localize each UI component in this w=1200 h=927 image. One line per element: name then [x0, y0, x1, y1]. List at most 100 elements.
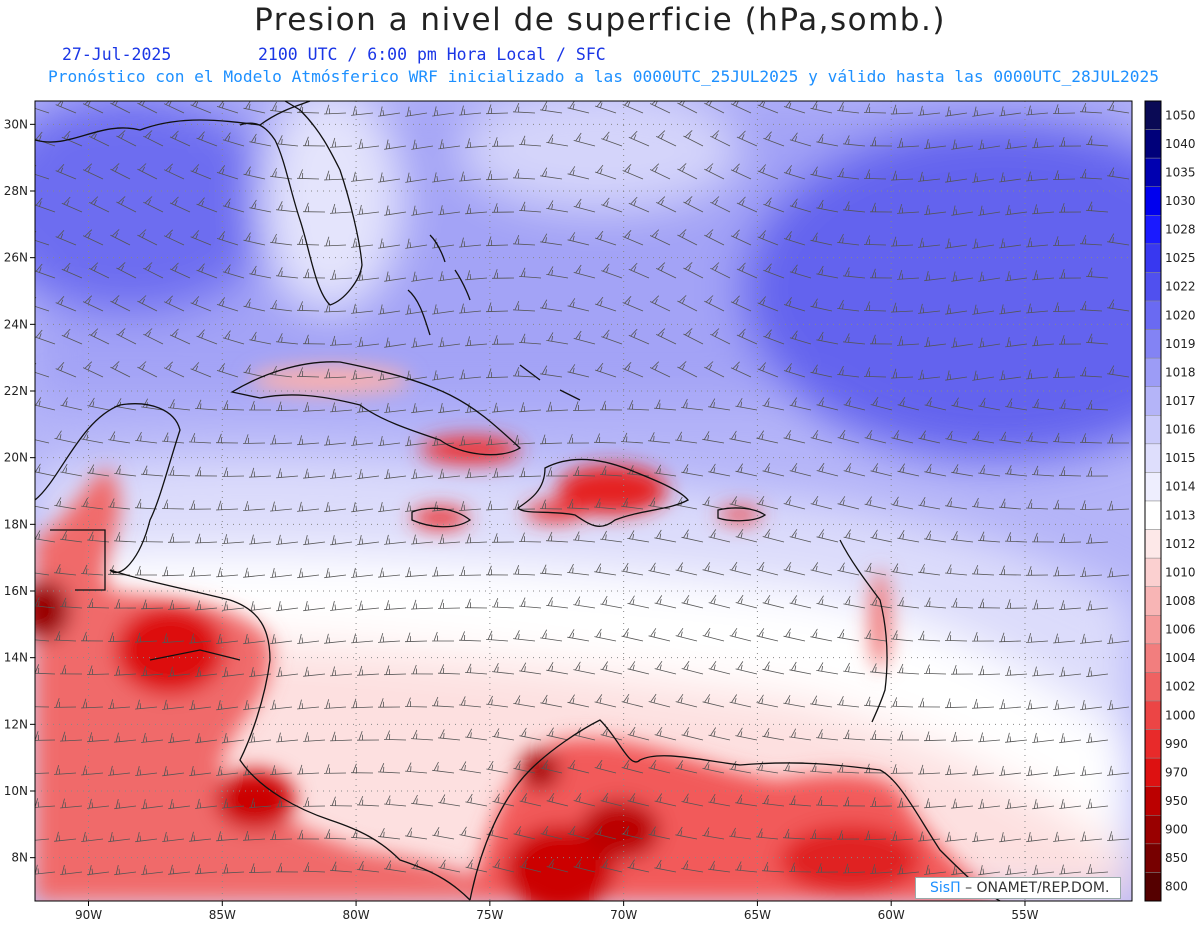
colorbar-label: 1016	[1165, 423, 1196, 437]
lon-tick-label: 80W	[343, 908, 370, 922]
map-title: Presion a nivel de superficie (hPa,somb.…	[254, 2, 946, 38]
coast-honduras-interior	[50, 529, 241, 661]
lon-tick-label: 65W	[744, 908, 771, 922]
lat-tick-label: 18N	[4, 517, 28, 531]
forecast-info: Pronóstico con el Modelo Atmósferico WRF…	[48, 67, 1160, 86]
coast-south-america	[469, 719, 1001, 901]
colorbar: 1050 1040 1035 1030 1028 1025 1022 1020 1019 1018…	[1144, 100, 1196, 902]
colorbar-swatch	[1144, 729, 1162, 759]
credit-box: SisΠ – ONAMET/REP.DOM.	[915, 877, 1121, 899]
colorbar-swatch	[1144, 129, 1162, 159]
coast-hispaniola	[516, 458, 689, 527]
coast-puerto-rico	[717, 507, 767, 522]
colorbar-label: 900	[1165, 823, 1188, 837]
colorbar-swatch	[1144, 300, 1162, 330]
lon-tick-label: 70W	[610, 908, 637, 922]
colorbar-label: 850	[1165, 851, 1188, 865]
coast-florida	[239, 101, 363, 306]
colorbar-swatch	[1144, 700, 1162, 730]
colorbar-label: 970	[1165, 765, 1188, 779]
colorbar-swatch	[1144, 757, 1162, 787]
colorbar-label: 1017	[1165, 394, 1196, 408]
lat-tick-label: 8N	[11, 851, 28, 865]
colorbar-frame	[1144, 100, 1162, 902]
coast-cuba	[230, 361, 522, 456]
credit-brand: SisΠ	[930, 880, 961, 896]
colorbar-label: 1050	[1165, 108, 1196, 122]
hispaniola-low	[557, 465, 667, 515]
lat-tick-label: 14N	[4, 651, 28, 665]
lon-tick-label: 90W	[75, 908, 102, 922]
colorbar-label: 950	[1165, 794, 1188, 808]
coast-central-america	[109, 569, 471, 901]
colorbar-label: 1025	[1165, 251, 1196, 265]
colorbar-swatch	[1144, 815, 1162, 845]
lon-tick-label: 60W	[878, 908, 905, 922]
colorbar-label: 1010	[1165, 565, 1196, 579]
colorbar-swatch	[1144, 672, 1162, 702]
colorbar-swatch	[1144, 786, 1162, 816]
colorbar-swatch	[1144, 615, 1162, 645]
colorbar-swatch	[1144, 329, 1162, 359]
valid-time: 2100 UTC / 6:00 pm Hora Local / SFC	[258, 45, 606, 64]
lon-tick-label: 55W	[1011, 908, 1038, 922]
colorbar-label: 1022	[1165, 280, 1196, 294]
colorbar-swatch	[1144, 357, 1162, 387]
wind-barb-field	[35, 101, 1130, 876]
lat-tick-label: 28N	[4, 184, 28, 198]
pressure-field	[35, 101, 1132, 901]
colorbar-swatch	[1144, 586, 1162, 616]
colorbar-label: 990	[1165, 737, 1188, 751]
lat-tick-label: 22N	[4, 384, 28, 398]
colorbar-swatch	[1144, 386, 1162, 416]
coast-jamaica	[411, 507, 472, 528]
colorbar-swatch	[1144, 643, 1162, 673]
coast-bahamas	[407, 234, 581, 401]
colorbar-label: 1014	[1165, 480, 1196, 494]
colorbar-label: 1019	[1165, 337, 1196, 351]
coastlines	[35, 101, 1001, 901]
lat-tick-label: 16N	[4, 584, 28, 598]
lon-tick-label: 85W	[209, 908, 236, 922]
colorbar-label: 1018	[1165, 365, 1196, 379]
colorbar-label: 1015	[1165, 451, 1196, 465]
colorbar-label: 1008	[1165, 594, 1196, 608]
colorbar-swatch	[1144, 243, 1162, 273]
colorbar-label: 800	[1165, 880, 1188, 894]
colorbar-label: 1006	[1165, 623, 1196, 637]
colorbar-swatch	[1144, 415, 1162, 445]
colorbar-swatch	[1144, 215, 1162, 245]
lon-tick-label: 75W	[476, 908, 503, 922]
coast-gulf-north	[35, 101, 311, 143]
lat-tick-label: 24N	[4, 317, 28, 331]
latitude-axis: 30N 28N 26N 24N 22N 20N 18N 16N 14N 12N 10N 8N	[4, 117, 35, 865]
colorbar-swatch	[1144, 529, 1162, 559]
colorbar-label: 1020	[1165, 308, 1196, 322]
coast-lesser-antilles	[839, 539, 888, 723]
colorbar-label: 1004	[1165, 651, 1196, 665]
central-america-low	[35, 468, 520, 901]
colorbar-swatch	[1144, 843, 1162, 873]
colorbar-label: 1028	[1165, 223, 1196, 237]
lat-tick-label: 20N	[4, 451, 28, 465]
lat-tick-label: 26N	[4, 251, 28, 265]
map-frame	[34, 100, 1133, 902]
colorbar-label: 1013	[1165, 508, 1196, 522]
lat-tick-label: 12N	[4, 717, 28, 731]
lat-tick-label: 30N	[4, 117, 28, 131]
valid-date: 27-Jul-2025	[62, 45, 172, 64]
atlantic-high	[740, 120, 1132, 460]
colorbar-swatch	[1144, 272, 1162, 302]
longitude-axis: 90W 85W 80W 75W 70W 65W 60W 55W	[75, 901, 1039, 922]
credit-text: – ONAMET/REP.DOM.	[965, 880, 1110, 896]
colorbar-swatch	[1144, 443, 1162, 473]
gulf-high	[35, 101, 280, 315]
colorbar-label: 1035	[1165, 165, 1196, 179]
colorbar-swatch	[1144, 872, 1162, 902]
colorbar-label: 1002	[1165, 680, 1196, 694]
colorbar-label: 1012	[1165, 537, 1196, 551]
colorbar-swatch	[1144, 186, 1162, 216]
coast-yucatan	[35, 403, 181, 574]
colorbar-label: 1040	[1165, 137, 1196, 151]
